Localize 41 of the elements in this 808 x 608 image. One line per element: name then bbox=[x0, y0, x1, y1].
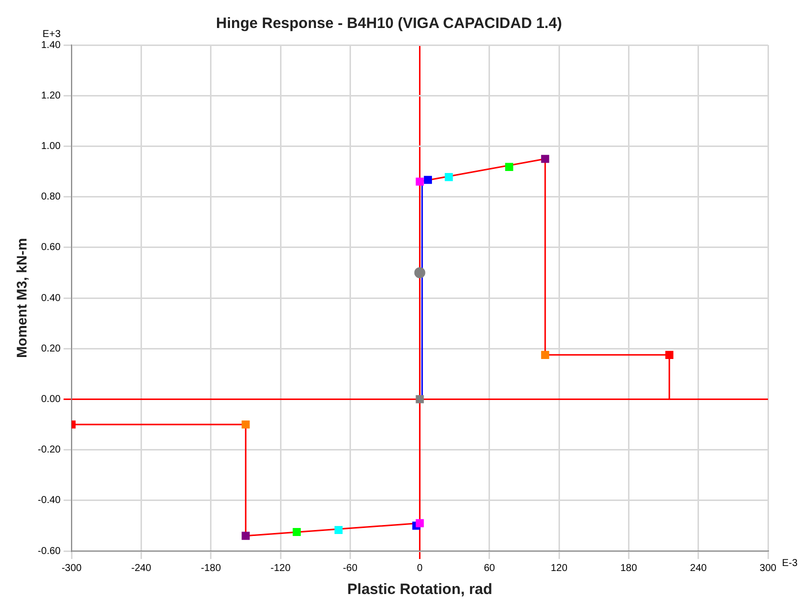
text: E+3 bbox=[42, 28, 62, 40]
x-tick-label: -300 bbox=[62, 562, 82, 574]
point bbox=[414, 267, 426, 278]
point bbox=[541, 350, 550, 359]
y-tick-label: 1.00 bbox=[41, 140, 62, 152]
y-tick-label: -0.20 bbox=[38, 444, 62, 456]
point bbox=[541, 154, 550, 163]
point bbox=[665, 350, 674, 359]
y-tick-label: 0.40 bbox=[41, 292, 62, 304]
x-tick-label: 120 bbox=[550, 562, 568, 574]
x-tick-label: 60 bbox=[484, 562, 496, 574]
point bbox=[416, 178, 424, 186]
x-tick-label: 300 bbox=[760, 562, 777, 574]
point bbox=[416, 519, 424, 528]
x-tick-label: -120 bbox=[270, 562, 291, 574]
point bbox=[416, 395, 424, 404]
point bbox=[424, 176, 432, 184]
point bbox=[242, 532, 250, 540]
chart-title: Hinge Response - B4H10 (VIGA CAPACIDAD 1.4) bbox=[216, 15, 562, 32]
x-tick-label: 240 bbox=[690, 562, 708, 574]
y-tick-label: 0.60 bbox=[41, 242, 62, 254]
y-tick-label: 0.20 bbox=[41, 343, 62, 354]
x-axis-title: Plastic Rotation, rad bbox=[347, 581, 492, 598]
y-axis-title: Moment M3, kN-m bbox=[13, 238, 30, 358]
text: E-3 bbox=[782, 558, 798, 569]
y-tick-label: 1.20 bbox=[41, 90, 62, 102]
point bbox=[444, 173, 453, 182]
y-tick-label: -0.60 bbox=[38, 546, 62, 557]
point bbox=[334, 526, 343, 534]
point bbox=[242, 420, 250, 429]
x-tick-label: -60 bbox=[342, 562, 358, 574]
y-tick-label: 0.80 bbox=[41, 192, 62, 203]
y-tick-label: -0.40 bbox=[38, 495, 62, 506]
x-tick-label: 180 bbox=[620, 562, 638, 574]
x-tick-label: -240 bbox=[131, 562, 152, 574]
y-tick-label: 1.40 bbox=[41, 40, 62, 51]
y-tick-label: 0.00 bbox=[41, 394, 62, 405]
x-tick-label: 0 bbox=[417, 562, 424, 574]
point bbox=[292, 528, 301, 536]
point bbox=[505, 162, 514, 171]
x-tick-label: -180 bbox=[200, 562, 222, 574]
